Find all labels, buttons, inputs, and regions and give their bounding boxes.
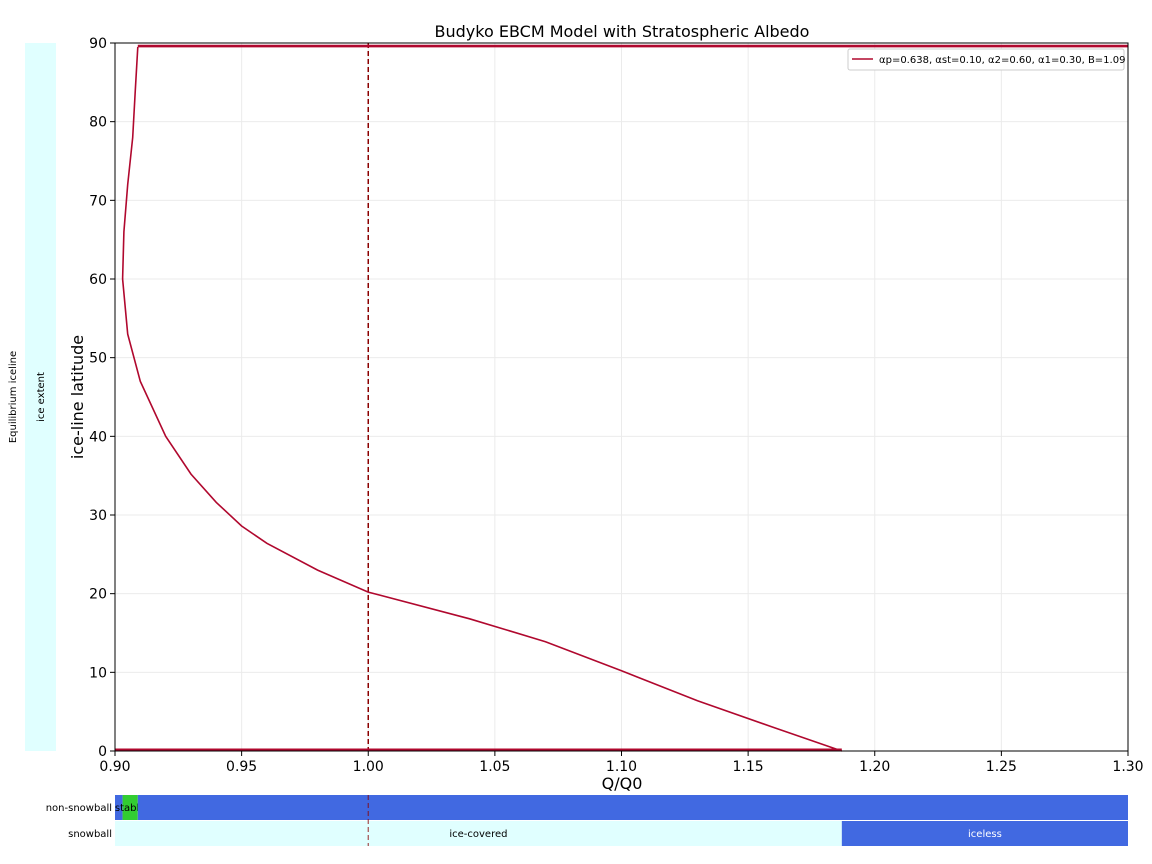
- ice-extent-bar: [25, 43, 56, 751]
- x-tick-label: 1.25: [986, 759, 1017, 775]
- x-tick-label: 1.15: [733, 759, 764, 775]
- ice-extent-label: ice extent: [36, 372, 47, 422]
- legend-label: αp=0.638, αst=0.10, α2=0.60, α1=0.30, B=…: [879, 55, 1125, 66]
- y-tick-label: 90: [89, 36, 107, 52]
- bar-segment-label: iceless: [968, 829, 1002, 840]
- legend: αp=0.638, αst=0.10, α2=0.60, α1=0.30, B=…: [847, 48, 1125, 71]
- x-tick-label: 0.90: [99, 759, 130, 775]
- equilibrium-iceline-label: Equilibrium iceline: [8, 351, 19, 443]
- bar-row-label: non-snowball: [46, 803, 112, 814]
- bar-segment: [115, 821, 842, 846]
- x-tick-label: 1.30: [1112, 759, 1143, 775]
- x-tick-label: 1.10: [606, 759, 637, 775]
- plot-lines: [115, 43, 1128, 752]
- bar-segment-label: stable: [115, 803, 146, 814]
- y-tick-label: 70: [89, 193, 107, 209]
- x-axis-label: Q/Q0: [602, 774, 643, 793]
- chart-title: Budyko EBCM Model with Stratospheric Alb…: [435, 22, 810, 41]
- y-tick-label: 10: [89, 665, 107, 681]
- bar-segment: [137, 795, 1129, 820]
- y-axis-label: ice-line latitude: [68, 335, 87, 459]
- x-tick-label: 1.00: [353, 759, 384, 775]
- bar-segment-label: ice-covered: [449, 829, 507, 840]
- x-tick-label: 1.20: [859, 759, 890, 775]
- x-axis-ticks: 0.90 0.95 1.00 1.05 1.10 1.15 1.20 1.25 1.30: [99, 751, 1144, 775]
- y-tick-label: 40: [89, 429, 107, 445]
- bar-segment: [841, 821, 1128, 846]
- y-tick-label: 30: [89, 508, 107, 524]
- grid: [114, 42, 1129, 752]
- series-line: [121, 46, 843, 752]
- y-tick-label: 0: [98, 744, 107, 760]
- bar-row-label: snowball: [68, 829, 112, 840]
- x-tick-label: 1.05: [479, 759, 510, 775]
- y-tick-label: 20: [89, 587, 107, 603]
- x-tick-label: 0.95: [226, 759, 257, 775]
- bar-segment: [115, 795, 123, 820]
- y-tick-label: 80: [89, 115, 107, 131]
- y-tick-label: 60: [89, 272, 107, 288]
- y-tick-label: 50: [89, 351, 107, 367]
- bar-segment: [122, 795, 138, 820]
- y-axis-ticks: 0 10 20 30 40 50 60 70 80 90: [89, 36, 115, 760]
